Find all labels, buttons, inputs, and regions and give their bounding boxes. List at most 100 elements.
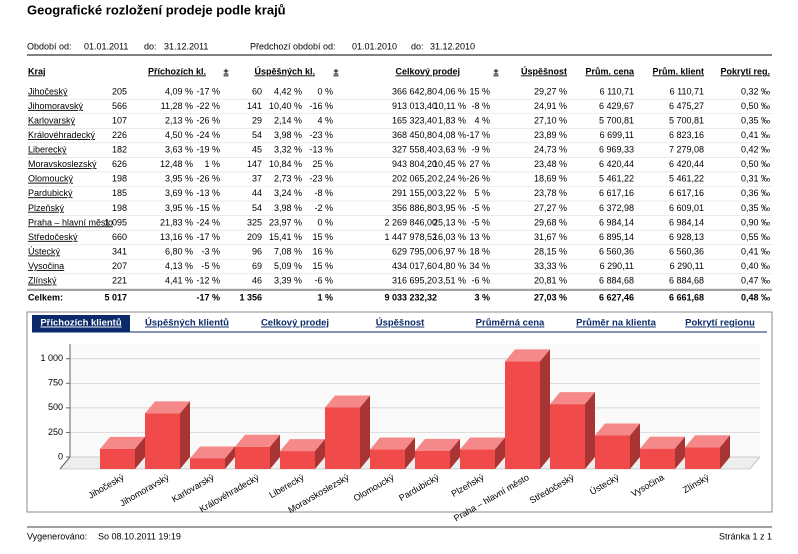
table-cell: 4,08 % — [438, 130, 466, 140]
period-label: Období od: — [27, 41, 72, 51]
region-link: Plzeňský — [28, 203, 65, 213]
table-cell: 24,91 % — [534, 101, 567, 111]
total-cell: 3 % — [474, 292, 490, 302]
period-from: 01.01.2011 — [84, 41, 128, 51]
table-cell: 0,41 ‰ — [741, 130, 770, 140]
table-cell: 54 — [252, 203, 262, 213]
total-cell: 27,03 % — [534, 292, 567, 302]
table-cell: 5 700,81 — [599, 115, 634, 125]
bar-side — [135, 436, 145, 469]
generated-label: Vygenerováno: — [27, 531, 87, 541]
report-title: Geografické rozložení prodeje podle kraj… — [27, 2, 286, 17]
table-cell: 3,63 % — [438, 145, 466, 155]
table-cell: 6,97 % — [438, 246, 466, 256]
table-cell: 3,24 % — [274, 188, 302, 198]
bar-side — [405, 437, 415, 469]
table-cell: 207 — [112, 261, 127, 271]
table-cell: 6,80 % — [165, 246, 193, 256]
column-header: Příchozích kl. — [148, 66, 206, 76]
table-cell: 2,73 % — [274, 174, 302, 184]
table-cell: 44 — [252, 188, 262, 198]
chart-tab[interactable]: Pokrytí regionu — [685, 318, 755, 329]
bar-top — [325, 395, 370, 408]
chart-panel — [26, 311, 773, 513]
chart-tab[interactable]: Úspěšných klientů — [145, 317, 229, 329]
bar-side — [225, 446, 235, 469]
table-cell: -5 % — [471, 217, 490, 227]
table-cell: 141 — [247, 101, 262, 111]
table-cell: 1 095 — [104, 217, 127, 227]
y-tick-label: 750 — [48, 378, 63, 388]
table-cell: 5,09 % — [274, 261, 302, 271]
bar — [370, 449, 405, 469]
table-cell: 182 — [112, 145, 127, 155]
table-cell: 0,90 ‰ — [741, 217, 770, 227]
table-cell: -13 % — [196, 188, 220, 198]
table-cell: -8 % — [314, 188, 333, 198]
table-cell: 18 % — [469, 246, 490, 256]
region-link: Karlovarský — [28, 115, 76, 125]
table-cell: 69 — [252, 261, 262, 271]
table-cell: 6 895,14 — [599, 232, 634, 242]
chart-tab[interactable]: Celkový prodej — [261, 318, 329, 329]
chart-tab[interactable]: Průměr na klienta — [576, 318, 656, 329]
region-link: Liberecký — [28, 145, 67, 155]
active-tab-background — [32, 315, 130, 332]
table-cell: 2,24 % — [438, 174, 466, 184]
table-cell: 6 429,67 — [599, 101, 634, 111]
table-cell: -12 % — [196, 276, 220, 286]
region-link: Moravskoslezský — [28, 159, 97, 169]
region-link: Jihomoravský — [28, 101, 84, 111]
table-cell: 6 420,44 — [599, 159, 634, 169]
table-cell: 660 — [112, 232, 127, 242]
table-cell: 0 % — [317, 217, 333, 227]
table-cell: 27,27 % — [534, 203, 567, 213]
table-cell: 3,98 % — [274, 203, 302, 213]
table-cell: -17 % — [196, 232, 220, 242]
chart-tab[interactable]: Příchozích klientů — [40, 318, 121, 329]
column-header: Prům. cena — [585, 66, 635, 76]
generated-date: So 08.10.2011 19:19 — [98, 531, 181, 541]
table-cell: -2 % — [314, 203, 333, 213]
region-link: Vysočina — [28, 261, 64, 271]
bar-top — [280, 439, 325, 452]
bar — [280, 451, 315, 469]
table-cell: 5 % — [474, 188, 490, 198]
table-cell: 6 290,11 — [670, 261, 704, 271]
table-cell: 366 642,80 — [392, 86, 437, 96]
chart-tab[interactable]: Průměrná cena — [476, 318, 545, 329]
table-cell: 341 — [112, 246, 127, 256]
table-cell: 327 558,40 — [392, 145, 437, 155]
table-cell: 0 % — [317, 86, 333, 96]
table-cell: 0,32 ‰ — [741, 86, 770, 96]
bar-top — [460, 437, 505, 450]
column-header: Pokrytí reg. — [720, 66, 770, 76]
table-cell: 23,78 % — [534, 188, 567, 198]
table-cell: 221 — [112, 276, 127, 286]
table-cell: 434 017,60 — [392, 261, 437, 271]
region-link: Praha – hlavní město — [28, 217, 113, 227]
chart-tab[interactable]: Úspěšnost — [376, 317, 425, 329]
table-cell: 4,50 % — [165, 130, 193, 140]
table-cell: -19 % — [196, 145, 220, 155]
region-link: Středočeský — [28, 232, 78, 242]
table-cell: 4,80 % — [438, 261, 466, 271]
table-cell: -26 % — [466, 174, 490, 184]
prev-period-from: 01.01.2010 — [352, 41, 397, 51]
bar-side — [360, 395, 370, 469]
region-link: Jihočeský — [28, 86, 68, 96]
total-cell: 0,48 ‰ — [741, 292, 770, 302]
table-cell: 25,13 % — [433, 217, 466, 227]
bar — [145, 413, 180, 469]
table-cell: -6 % — [314, 276, 333, 286]
table-cell: 0,31 ‰ — [741, 174, 770, 184]
table-cell: 12,48 % — [160, 159, 193, 169]
table-cell: 2,14 % — [274, 115, 302, 125]
table-cell: 10,84 % — [269, 159, 302, 169]
table-cell: 1 % — [204, 159, 220, 169]
table-cell: 3,69 % — [165, 188, 193, 198]
table-cell: 198 — [112, 203, 127, 213]
table-cell: 4 % — [474, 115, 490, 125]
table-cell: 27 % — [469, 159, 490, 169]
bar-top — [685, 435, 730, 448]
